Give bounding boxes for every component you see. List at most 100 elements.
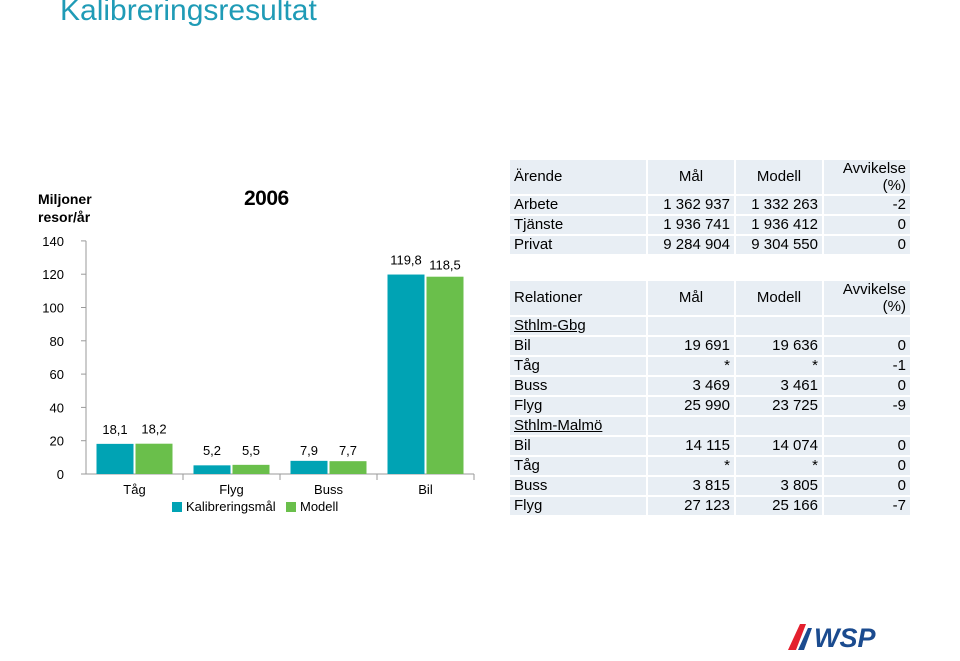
legend-swatch — [172, 502, 182, 512]
logo-mark-blue — [798, 628, 812, 650]
bar-target — [387, 274, 425, 474]
bar-model — [135, 443, 173, 474]
table-cell: * — [648, 457, 736, 477]
table-cell: 1 332 263 — [736, 196, 824, 216]
table-cell: 19 636 — [736, 337, 824, 357]
data-label: 18,2 — [141, 422, 166, 437]
legend-swatch — [286, 502, 296, 512]
table-row: Tåg * * 0 — [510, 457, 912, 477]
wsp-logo: WSP — [788, 623, 876, 653]
bar-target — [96, 443, 134, 474]
table-cell: 1 936 741 — [648, 216, 736, 236]
table-cell: * — [736, 357, 824, 377]
table-cell: Buss — [510, 477, 648, 497]
table-row: Tåg * * -1 — [510, 357, 912, 377]
table-cell — [648, 317, 736, 337]
table-cell: Sthlm-Gbg — [510, 317, 648, 337]
table-cell: 0 — [824, 477, 912, 497]
table-cell: 0 — [824, 437, 912, 457]
y-tick-label: 40 — [50, 400, 64, 415]
table-cell: 27 123 — [648, 497, 736, 517]
table-cell: 0 — [824, 377, 912, 397]
table-cell: 0 — [824, 216, 912, 236]
table-cell: 9 304 550 — [736, 236, 824, 256]
table-cell: 0 — [824, 457, 912, 477]
bar-chart: 0 20 40 60 80 100 120 140 18,1 18,2 Tåg 5,2 5,5 Flyg 7… — [42, 234, 475, 514]
table-cell: Buss — [510, 377, 648, 397]
y-tick-label: 0 — [57, 467, 64, 482]
table-cell — [648, 417, 736, 437]
table-cell — [736, 317, 824, 337]
table-cell: Arbete — [510, 196, 648, 216]
y-axis-label: Miljoner resor/år — [38, 191, 92, 225]
y-tick-label: 20 — [50, 434, 64, 449]
group-row: Sthlm-Malmö — [510, 417, 912, 437]
table-row: Buss 3 469 3 461 0 — [510, 377, 912, 397]
header-cell-line: Avvikelse — [842, 160, 906, 177]
table-cell: -2 — [824, 196, 912, 216]
table-cell: Bil — [510, 337, 648, 357]
table-cell: 1 362 937 — [648, 196, 736, 216]
bar-model — [329, 461, 367, 474]
chart-title: 2006 — [244, 187, 289, 210]
table-cell: 9 284 904 — [648, 236, 736, 256]
table-header-row: Relationer Mål Modell Avvikelse (%) — [510, 281, 912, 317]
table-cell: 3 815 — [648, 477, 736, 497]
header-cell: Mål — [648, 281, 736, 317]
x-tick-label: Tåg — [123, 482, 145, 497]
table-row: Flyg 25 990 23 725 -9 — [510, 397, 912, 417]
table-cell: Flyg — [510, 497, 648, 517]
header-cell-line: (%) — [882, 177, 906, 194]
x-tick-label: Flyg — [219, 482, 244, 497]
table-cell: -7 — [824, 497, 912, 517]
header-cell: Avvikelse (%) — [824, 160, 912, 196]
legend-label: Kalibreringsmål — [186, 499, 276, 514]
header-cell: Ärende — [510, 160, 648, 196]
calibration-table-purpose: Ärende Mål Modell Avvikelse (%) Arbete 1 3… — [510, 160, 912, 256]
header-cell: Mål — [648, 160, 736, 196]
table-cell: 23 725 — [736, 397, 824, 417]
logo-text: WSP — [814, 623, 876, 653]
header-cell: Modell — [736, 160, 824, 196]
y-tick-label: 60 — [50, 367, 64, 382]
table-cell: * — [648, 357, 736, 377]
logo-mark-red — [788, 624, 806, 650]
legend-label: Modell — [300, 499, 338, 514]
table-row: Bil 14 115 14 074 0 — [510, 437, 912, 457]
table-cell: -1 — [824, 357, 912, 377]
y-tick-label: 140 — [42, 234, 64, 249]
table-cell: 3 805 — [736, 477, 824, 497]
table-cell: Tjänste — [510, 216, 648, 236]
table-row: Flyg 27 123 25 166 -7 — [510, 497, 912, 517]
group-row: Sthlm-Gbg — [510, 317, 912, 337]
table-row: Arbete 1 362 937 1 332 263 -2 — [510, 196, 912, 216]
data-label: 5,5 — [242, 443, 260, 458]
table-cell: 14 074 — [736, 437, 824, 457]
table-cell: Sthlm-Malmö — [510, 417, 648, 437]
page-title: Kalibreringsresultat — [60, 0, 317, 27]
header-cell-line: (%) — [882, 298, 906, 315]
table-cell: 19 691 — [648, 337, 736, 357]
table-cell: Tåg — [510, 357, 648, 377]
table-cell: Flyg — [510, 397, 648, 417]
table-cell: Bil — [510, 437, 648, 457]
bar-target — [290, 460, 328, 474]
table-cell — [736, 417, 824, 437]
table-cell: Tåg — [510, 457, 648, 477]
calibration-table-relations: Relationer Mål Modell Avvikelse (%) Sthlm… — [510, 281, 912, 517]
bar-model — [232, 464, 270, 474]
table-cell: * — [736, 457, 824, 477]
table-row: Buss 3 815 3 805 0 — [510, 477, 912, 497]
table-row: Tjänste 1 936 741 1 936 412 0 — [510, 216, 912, 236]
table-row: Bil 19 691 19 636 0 — [510, 337, 912, 357]
data-label: 118,5 — [429, 258, 461, 273]
header-cell: Avvikelse (%) — [824, 281, 912, 317]
bar-target — [193, 465, 231, 474]
header-cell-line: Avvikelse — [842, 281, 906, 298]
data-label: 7,7 — [339, 443, 357, 458]
table-cell: 0 — [824, 236, 912, 256]
table-cell: Privat — [510, 236, 648, 256]
data-label: 5,2 — [203, 443, 221, 458]
data-label: 18,1 — [102, 422, 127, 437]
table-cell: -9 — [824, 397, 912, 417]
